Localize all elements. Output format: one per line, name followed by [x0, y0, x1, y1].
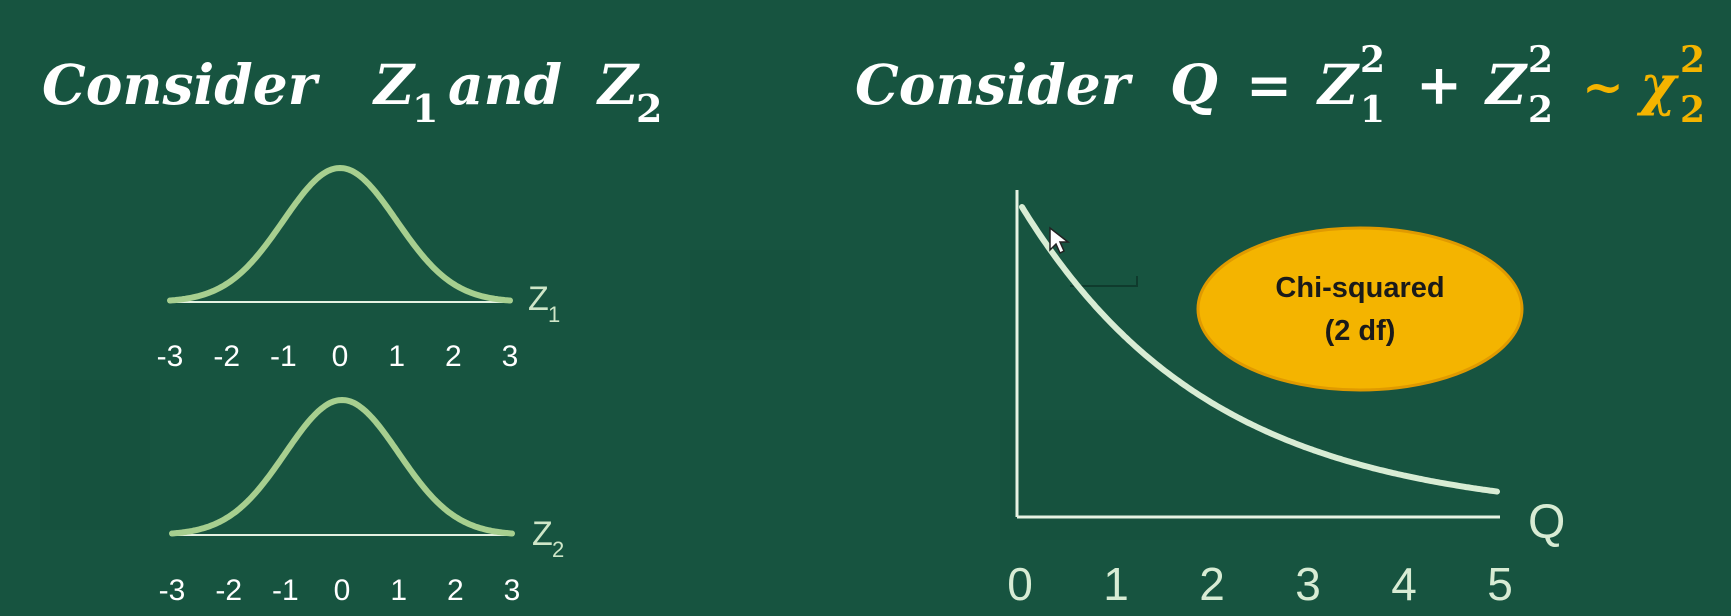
heading-var-z1-sub: 1 [412, 86, 438, 131]
background-texture [40, 250, 1340, 540]
normal-chart-z1-axis-label: Z [528, 280, 549, 318]
normal-chart-z1: -3 -2 -1 0 1 2 3 Z 1 [157, 164, 560, 373]
callout-ellipse [1196, 226, 1524, 392]
normal-chart-z2-axis-label: Z [532, 515, 553, 553]
heading-var-z1: Z [372, 52, 416, 117]
normal-chart-z1-tick-4: 1 [388, 340, 405, 373]
normal-chart-z2-axis-label-sub: 2 [552, 537, 564, 562]
right-chi: χ [1636, 52, 1679, 117]
heading-var-z2: Z [596, 52, 640, 117]
chi-chart-tick-3: 3 [1295, 558, 1321, 610]
chi-chart-tick-5: 5 [1487, 558, 1513, 610]
normal-chart-z1-tick-5: 2 [445, 340, 462, 373]
normal-chart-z2-tick-3: 0 [334, 574, 351, 607]
chi-chart-tick-2: 2 [1199, 558, 1225, 610]
normal-chart-z1-tick-0: -3 [157, 340, 184, 373]
normal-chart-z1-tick-1: -2 [213, 340, 240, 373]
normal-chart-z2-tick-2: -1 [272, 574, 299, 607]
normal-chart-z2-tick-1: -2 [215, 574, 242, 607]
chi-chart-tick-1: 1 [1103, 558, 1129, 610]
right-z-first: Z [1316, 52, 1360, 117]
right-tilde: ~ [1582, 57, 1624, 116]
right-heading: Consider Q = Z 2 1 + Z 2 2 ~ χ 2 2 [855, 39, 1705, 131]
normal-chart-z1-tick-2: -1 [270, 340, 297, 373]
normal-curve-z2 [169, 396, 515, 537]
right-z-second-sub: 2 [1528, 89, 1553, 131]
normal-chart-z2: -3 -2 -1 0 1 2 3 Z 2 [159, 396, 564, 607]
right-chi-sub: 2 [1680, 89, 1705, 131]
left-heading: Consider Z 1 and Z 2 [42, 52, 662, 131]
normal-chart-z1-ticks: -3 -2 -1 0 1 2 3 [157, 340, 519, 373]
chi-squared-curve [1019, 204, 1500, 495]
chi-chart-tick-4: 4 [1391, 558, 1417, 610]
chi-chart-tick-0: 0 [1007, 558, 1033, 610]
normal-chart-z2-tick-0: -3 [159, 574, 186, 607]
normal-chart-z1-tick-6: 3 [502, 340, 519, 373]
normal-chart-z2-ticks: -3 -2 -1 0 1 2 3 [159, 574, 521, 607]
normal-chart-z1-axis-label-sub: 1 [548, 302, 560, 327]
right-chi-sup: 2 [1680, 39, 1705, 81]
callout-line2: (2 df) [1325, 315, 1396, 347]
chi-squared-callout: Chi-squared (2 df) [1196, 226, 1524, 392]
right-z-second-sup: 2 [1528, 39, 1553, 81]
heading-word-and: and [448, 52, 562, 117]
normal-chart-z2-tick-6: 3 [504, 574, 521, 607]
chi-chart-ticks: 0 1 2 3 4 5 [1007, 558, 1513, 610]
callout-line1: Chi-squared [1275, 272, 1444, 304]
normal-chart-z1-tick-3: 0 [332, 340, 349, 373]
right-equals: = [1246, 52, 1292, 117]
mouse-cursor-icon [1049, 226, 1071, 255]
heading-var-z2-sub: 2 [636, 86, 662, 131]
heading-word-consider: Consider [42, 52, 321, 117]
faint-guide-mark [1070, 276, 1138, 287]
normal-chart-z2-tick-4: 1 [390, 574, 407, 607]
chi-chart-axis-label: Q [1528, 496, 1565, 549]
right-word-consider: Consider [855, 52, 1134, 117]
right-z-first-sub: 1 [1360, 89, 1385, 131]
svg-text:Consider: Consider [42, 52, 321, 117]
chi-squared-chart: 0 1 2 3 4 5 Q [1007, 190, 1565, 610]
right-z-second: Z [1484, 52, 1528, 117]
normal-chart-z2-tick-5: 2 [447, 574, 464, 607]
normal-curve-z1 [167, 164, 513, 304]
right-plus: + [1416, 52, 1462, 117]
right-z-first-sup: 2 [1360, 39, 1385, 81]
right-var-q: Q [1170, 52, 1218, 117]
